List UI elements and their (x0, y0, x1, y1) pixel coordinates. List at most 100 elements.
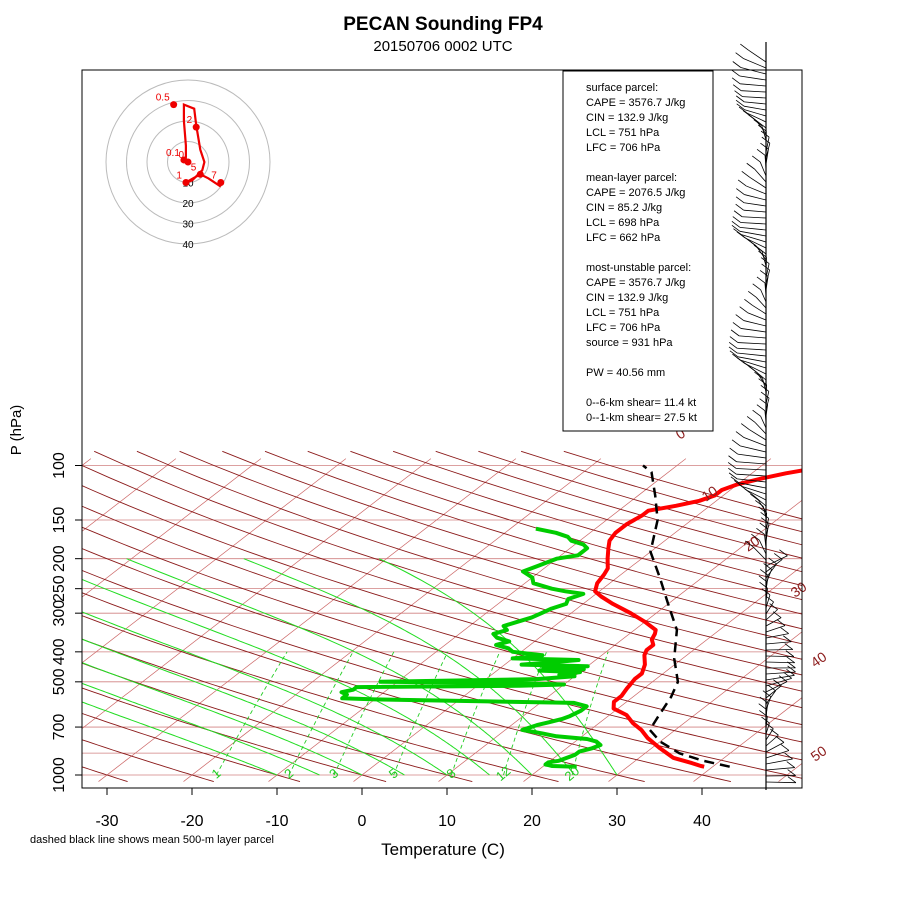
wind-barb-flag (752, 409, 761, 417)
wind-barb-flag (776, 619, 786, 626)
wind-barb (765, 512, 768, 525)
wind-barbs (727, 42, 797, 790)
wind-barb-flag (735, 431, 745, 438)
wind-barb-flag (758, 506, 767, 514)
wind-barb-flag (780, 744, 790, 751)
info-line: surface parcel: (586, 82, 658, 94)
dry-adiabat-lines (82, 450, 802, 783)
mixing-ratio-label: 2 (281, 765, 296, 781)
wind-barb (740, 222, 767, 225)
y-tick-label: 700 (51, 714, 68, 741)
wind-barb-flag (758, 378, 767, 385)
dry-adiabat-line (222, 450, 802, 630)
wind-barb-flag (785, 650, 795, 657)
info-line: mean-layer parcel: (586, 172, 677, 184)
isotherm-line (183, 458, 602, 782)
wind-barb-flag (773, 679, 782, 687)
y-tick-label: 400 (51, 638, 68, 665)
hodograph-ring (146, 120, 230, 204)
mixing-ratio-line (393, 651, 449, 776)
wind-barb (746, 185, 767, 195)
wind-barb-flag (748, 291, 757, 298)
wind-barb-flag (774, 553, 783, 560)
wind-barb-flag (759, 522, 768, 530)
wind-barb (765, 581, 768, 597)
wind-barb (765, 674, 795, 681)
wind-barb (743, 105, 767, 111)
x-tick-label: 40 (693, 813, 711, 830)
dry-adiabat-line (82, 592, 732, 783)
wind-barb-flag (730, 329, 740, 337)
wind-barb (765, 601, 774, 615)
hodograph-ring-label: 40 (182, 240, 194, 251)
info-line: CIN = 85.2 J/kg (586, 202, 662, 214)
wind-barb-flag (780, 627, 789, 634)
wind-barb (742, 216, 767, 219)
wind-barb-flag (761, 716, 770, 724)
wind-barb-flag (728, 346, 738, 354)
wind-barb-flag (784, 752, 793, 760)
wind-barb-flag (787, 661, 796, 669)
moist-adiabat-line (82, 578, 490, 776)
wind-barb-flag (756, 148, 766, 156)
wind-barb-flag (728, 472, 738, 480)
temperature-profile (593, 468, 802, 769)
isotherm-line (82, 458, 92, 466)
wind-barb (765, 391, 770, 405)
wind-barb-flag (729, 447, 738, 455)
isotherm-line (82, 458, 262, 598)
wind-barb-flag (759, 696, 769, 704)
wind-barb (765, 742, 785, 753)
dry-adiabat-line (82, 615, 645, 783)
wind-barb (765, 528, 769, 543)
wind-barb (764, 155, 767, 171)
hodograph-point-label: 0 (178, 150, 184, 161)
info-line: CAPE = 3576.7 J/kg (586, 277, 685, 289)
dry-adiabat-line (82, 712, 301, 783)
wind-barb (741, 90, 767, 93)
mixing-ratio-line (215, 651, 288, 776)
wind-barb (739, 226, 767, 231)
wind-barb-flag (731, 439, 741, 447)
wind-barb (765, 781, 796, 784)
sounding-series (339, 464, 802, 769)
x-tick-label: 20 (523, 813, 541, 830)
wind-barb (758, 500, 767, 513)
wind-barb (764, 410, 767, 423)
wind-barb (760, 289, 767, 303)
mixing-ratio-line (571, 651, 609, 776)
info-line: 0--1-km shear= 27.5 kt (586, 412, 697, 424)
wind-barb-flag (735, 314, 744, 321)
wind-barb (765, 594, 771, 609)
wind-barb-flag (731, 224, 741, 232)
hodograph-ring-label: 30 (182, 220, 194, 231)
wind-barb-flag (765, 595, 774, 603)
wind-barb-flag (787, 769, 796, 776)
wind-barb (736, 473, 767, 477)
wind-barb-flag (744, 299, 753, 306)
info-line: CIN = 132.9 J/kg (586, 292, 668, 304)
wind-barb-flag (770, 728, 779, 736)
wind-barb-flag (760, 517, 770, 524)
info-line: LFC = 706 hPa (586, 322, 661, 334)
wind-barb-flag (758, 124, 767, 132)
info-line: CAPE = 3576.7 J/kg (586, 97, 685, 109)
wind-barb (765, 681, 788, 693)
wind-barb-flag (732, 322, 742, 329)
dry-adiabat-line (136, 450, 802, 660)
wind-barb (765, 137, 770, 153)
wind-barb (765, 716, 768, 729)
info-line: CIN = 132.9 J/kg (586, 112, 668, 124)
dry-adiabat-line (82, 526, 802, 743)
wind-barb-flag (751, 533, 760, 541)
wind-barb-flag (748, 114, 757, 122)
wind-barb-flag (761, 136, 771, 144)
wind-barb (755, 297, 767, 309)
moist-adiabat-line (126, 558, 533, 776)
wind-barb (754, 168, 767, 183)
isotherm-line (82, 458, 432, 730)
wind-barb-flag (732, 61, 742, 68)
moist-adiabat-line (378, 558, 618, 776)
parcel-trace (642, 464, 730, 768)
wind-barb-flag (775, 736, 785, 743)
